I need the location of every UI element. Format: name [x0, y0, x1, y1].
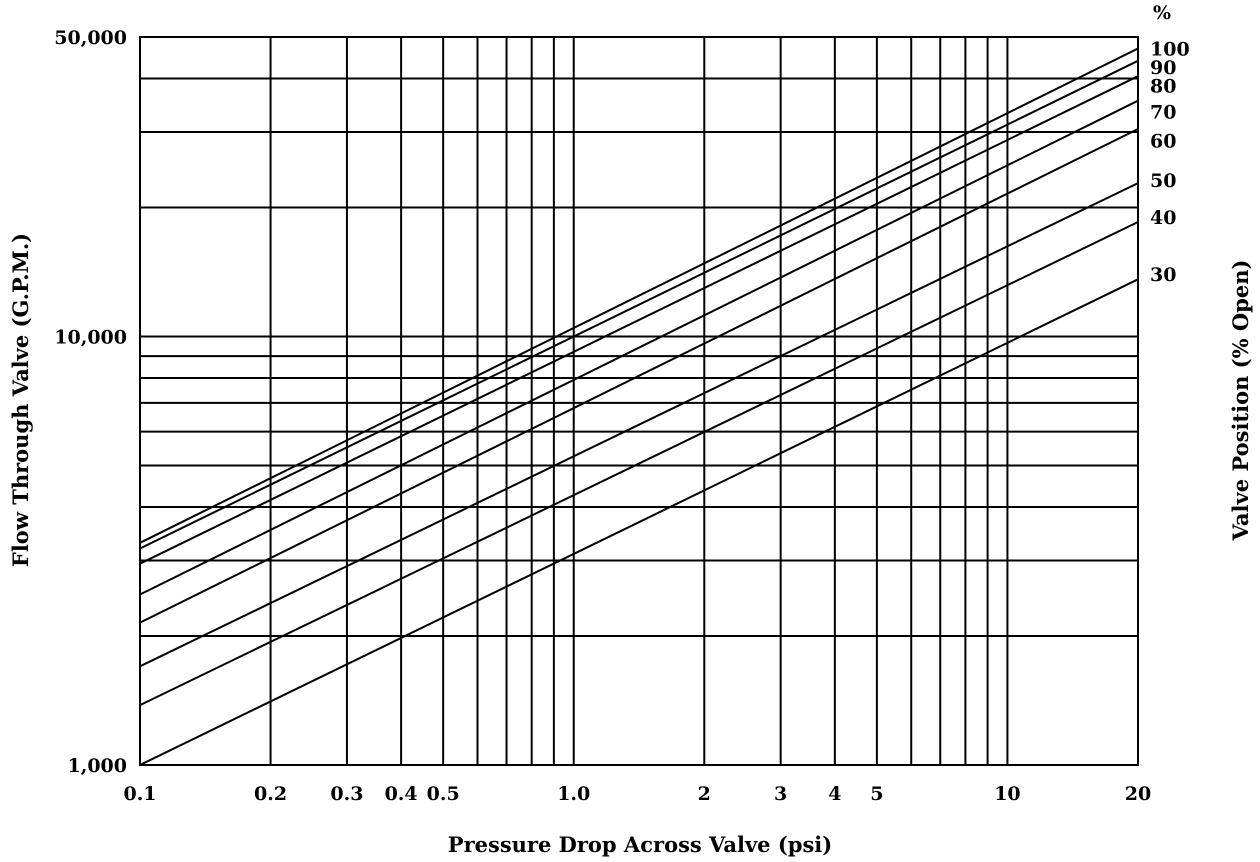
x-tick-label: 10	[994, 783, 1020, 805]
y-tick-label: 10,000	[54, 327, 127, 349]
y-tick-label: 1,000	[68, 755, 128, 777]
x-tick-label: 4	[828, 783, 841, 805]
series-line-100	[139, 47, 1139, 544]
series-line-60	[139, 128, 1139, 624]
series-line-30	[139, 278, 1139, 766]
series-line-80	[139, 75, 1139, 565]
x-tick-label: 2	[698, 783, 711, 805]
series-label-90: 90	[1150, 57, 1176, 79]
plot-frame	[139, 36, 1139, 766]
x-tick-label: 0.4	[385, 783, 418, 805]
y-tick-label: 50,000	[54, 27, 127, 49]
x-tick-label: 1.0	[557, 783, 590, 805]
right-axis-header: %	[1153, 2, 1171, 24]
series-lines	[139, 47, 1139, 766]
right-axis-title: Valve Position (% Open)	[1228, 260, 1253, 542]
grid-lines	[139, 36, 1139, 766]
x-tick-label: 0.5	[427, 783, 460, 805]
series-line-50	[139, 182, 1139, 668]
x-tick-label: 0.3	[330, 783, 363, 805]
series-label-80: 80	[1150, 76, 1176, 98]
x-tick-label: 20	[1125, 783, 1151, 805]
y-axis-tick-labels: 1,000 10,000 50,000	[54, 27, 127, 777]
series-label-100: 100	[1150, 39, 1190, 61]
y-axis-title: Flow Through Valve (G.P.M.)	[8, 233, 33, 567]
x-tick-label: 0.1	[123, 783, 156, 805]
x-axis-tick-labels: 0.1 0.2 0.3 0.4 0.5 1.0 2 3 4 5 10 20	[123, 783, 1151, 805]
series-label-70: 70	[1150, 102, 1176, 124]
series-line-90	[139, 59, 1139, 550]
x-tick-label: 3	[774, 783, 787, 805]
x-tick-label: 0.2	[254, 783, 287, 805]
series-line-40	[139, 221, 1139, 707]
x-tick-label: 5	[870, 783, 883, 805]
series-label-60: 60	[1150, 130, 1176, 152]
series-label-50: 50	[1150, 170, 1176, 192]
x-axis-title: Pressure Drop Across Valve (psi)	[448, 832, 832, 857]
series-label-30: 30	[1150, 264, 1176, 286]
series-line-70	[139, 99, 1139, 596]
series-label-40: 40	[1150, 207, 1176, 229]
